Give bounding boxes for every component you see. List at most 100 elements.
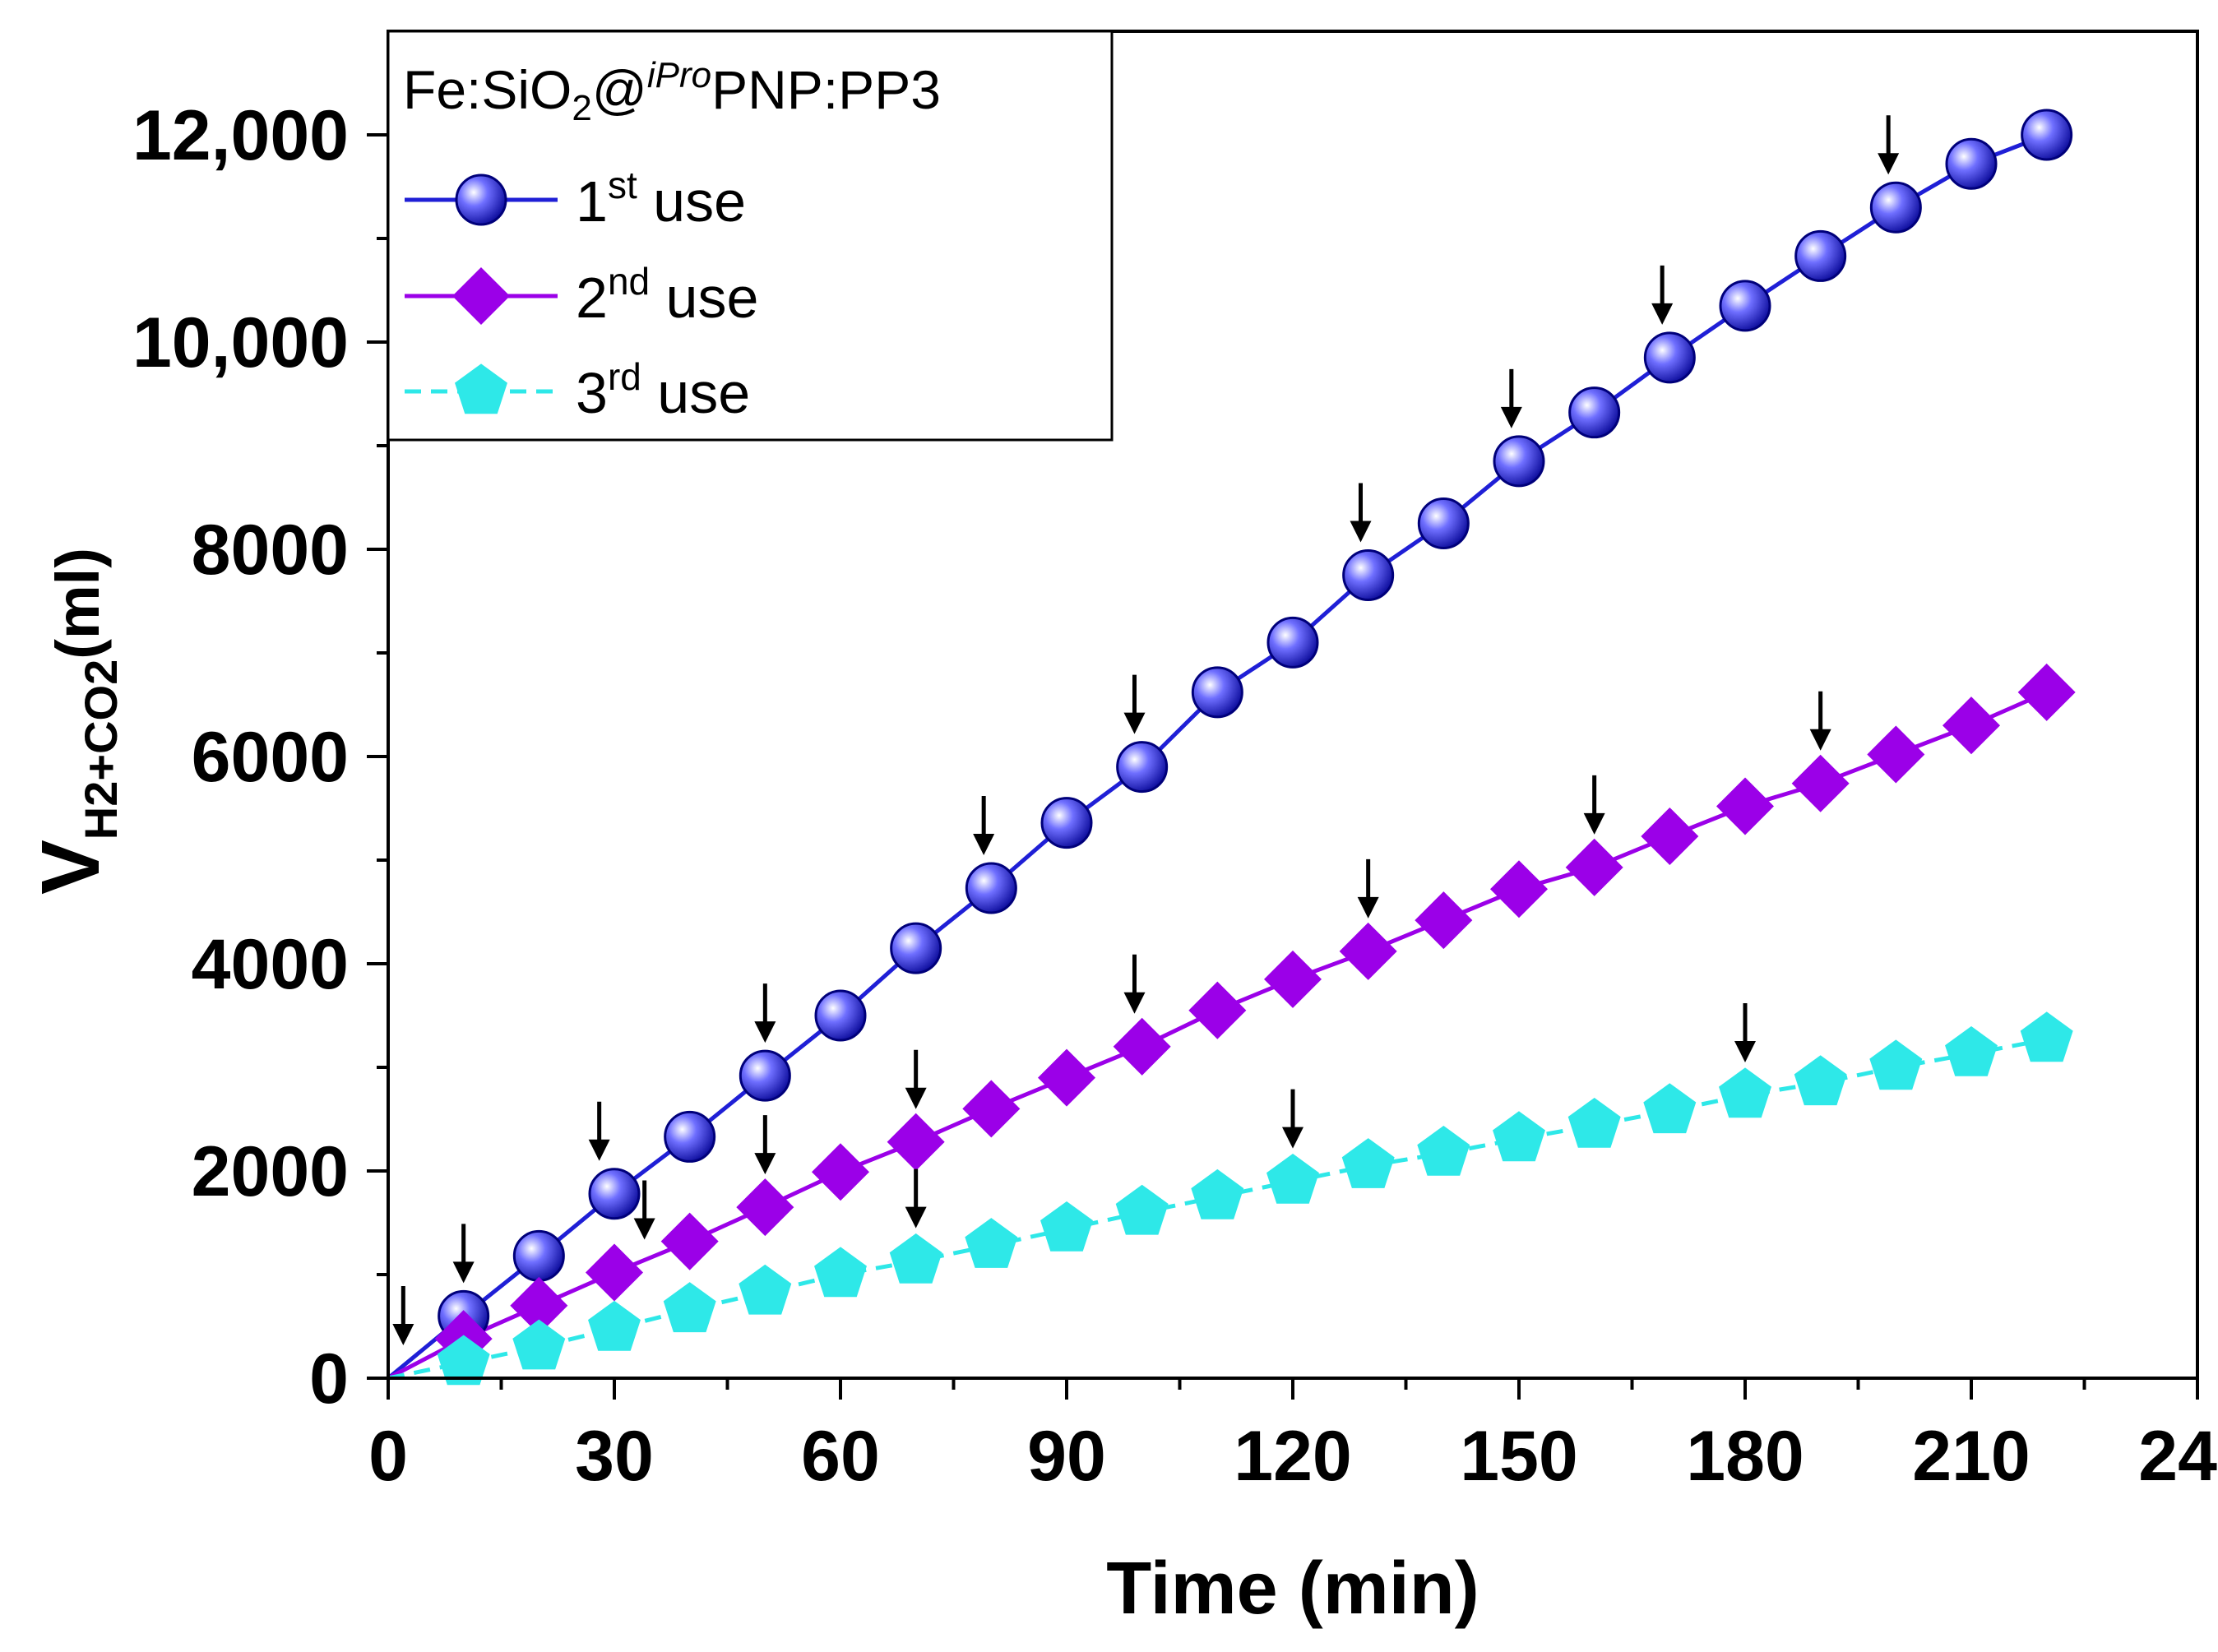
arrow-annotations: [392, 115, 1900, 1345]
down-arrow: [973, 796, 995, 856]
legend-title: Fe:SiO2@iProPNP:PP3: [403, 55, 941, 128]
data-point-pentagon: [889, 1233, 942, 1284]
x-tick-label: 90: [1027, 1417, 1106, 1496]
down-arrow: [905, 1168, 927, 1229]
y-axis-title: VH2+CO2(ml): [25, 548, 127, 895]
data-point-sphere: [512, 1229, 565, 1282]
data-point-diamond: [1037, 1048, 1096, 1107]
data-point-pentagon: [663, 1282, 716, 1333]
data-point-diamond: [451, 266, 511, 326]
data-point-pentagon: [1493, 1111, 1545, 1162]
data-point-sphere: [965, 862, 1017, 914]
data-point-pentagon: [455, 363, 507, 414]
data-point-sphere: [1945, 137, 1998, 190]
x-tick-label: 210: [1912, 1417, 2030, 1496]
data-point-diamond: [1489, 860, 1549, 919]
data-point-diamond: [1188, 981, 1247, 1039]
legend-entry: 2nd use: [405, 260, 758, 330]
y-tick-label: 2000: [192, 1132, 349, 1211]
down-arrow: [1282, 1089, 1303, 1149]
data-point-diamond: [962, 1080, 1021, 1138]
data-point-pentagon: [814, 1247, 867, 1298]
x-tick-label: 180: [1686, 1417, 1804, 1496]
y-axis-ticks: 0 2000 4000 6000 8000 10,000 12,000: [132, 96, 388, 1418]
data-point-sphere: [814, 989, 867, 1042]
data-point-diamond: [1565, 838, 1623, 896]
data-point-sphere: [664, 1110, 716, 1163]
x-tick-label: 0: [368, 1417, 408, 1496]
data-point-pentagon: [2020, 1011, 2073, 1062]
down-arrow: [1123, 954, 1146, 1014]
down-arrow: [588, 1101, 610, 1161]
down-arrow: [1500, 368, 1522, 428]
data-point-diamond: [585, 1243, 644, 1302]
down-arrow: [905, 1049, 927, 1109]
data-point-pentagon: [1567, 1097, 1621, 1148]
x-tick-label: 30: [575, 1417, 654, 1496]
data-point-pentagon: [1869, 1039, 1923, 1090]
down-arrow: [1350, 483, 1372, 543]
y-tick-label: 10,000: [132, 303, 349, 382]
data-point-diamond: [1791, 754, 1850, 812]
down-arrow: [1357, 858, 1379, 919]
y-axis-title-unit: (ml): [44, 548, 112, 659]
plot-area: [387, 109, 2076, 1386]
data-point-sphere: [1493, 435, 1545, 488]
x-tick-label: 120: [1234, 1417, 1352, 1496]
data-point-sphere: [1116, 741, 1169, 794]
data-point-diamond: [1113, 1017, 1171, 1076]
data-point-pentagon: [965, 1218, 1018, 1268]
data-point-sphere: [588, 1168, 641, 1220]
legend-label: 3rd use: [576, 355, 750, 425]
down-arrow: [633, 1180, 655, 1240]
down-arrow: [1809, 691, 1831, 751]
data-point-pentagon: [1945, 1025, 1998, 1076]
down-arrow: [1123, 674, 1146, 734]
y-tick-label: 4000: [192, 925, 349, 1004]
data-point-sphere: [455, 174, 507, 226]
data-point-diamond: [1716, 777, 1775, 835]
data-point-sphere: [1643, 331, 1696, 384]
data-point-diamond: [811, 1143, 870, 1201]
svg-text:VH2+CO2(ml): VH2+CO2(ml): [25, 548, 127, 895]
down-arrow: [392, 1286, 414, 1345]
y-tick-label: 12,000: [132, 96, 349, 175]
data-point-pentagon: [588, 1300, 641, 1351]
data-point-diamond: [1339, 922, 1397, 980]
data-point-sphere: [1266, 616, 1319, 669]
series-markers: [434, 109, 2076, 1386]
y-tick-label: 0: [309, 1340, 349, 1418]
y-axis-title-sub: H2+CO2: [75, 659, 127, 840]
data-point-diamond: [660, 1212, 719, 1270]
data-point-diamond: [1942, 696, 2001, 755]
legend-box: [387, 30, 1114, 442]
x-tick-label: 60: [801, 1417, 880, 1496]
down-arrow: [1583, 775, 1605, 835]
y-tick-label: 8000: [192, 511, 349, 590]
data-point-pentagon: [512, 1319, 566, 1370]
legend-entries: 1st use 2nd use 3rd use: [405, 164, 758, 425]
data-point-pentagon: [1341, 1138, 1395, 1188]
data-point-sphere: [1342, 549, 1395, 601]
data-point-pentagon: [1266, 1153, 1319, 1204]
data-point-pentagon: [739, 1264, 792, 1315]
data-point-sphere: [1191, 666, 1243, 719]
data-point-sphere: [1040, 797, 1093, 849]
legend-label: 2nd use: [576, 260, 758, 330]
data-point-pentagon: [437, 1335, 490, 1386]
data-point-pentagon: [1719, 1067, 1771, 1118]
data-point-pentagon: [1040, 1201, 1093, 1252]
x-axis-title: Time (min): [1106, 1548, 1479, 1630]
down-arrow: [754, 983, 776, 1043]
data-point-diamond: [1641, 807, 1699, 866]
data-point-sphere: [2021, 109, 2073, 161]
data-point-sphere: [1719, 280, 1771, 332]
data-point-diamond: [1867, 725, 1925, 784]
data-point-diamond: [1263, 950, 1322, 1008]
x-axis-ticks: 0 30 60 90 120 150 180 210 240: [368, 1378, 2218, 1496]
data-point-pentagon: [1191, 1168, 1244, 1219]
data-point-sphere: [739, 1049, 791, 1102]
down-arrow: [1734, 1003, 1756, 1063]
data-point-sphere: [1869, 181, 1922, 234]
